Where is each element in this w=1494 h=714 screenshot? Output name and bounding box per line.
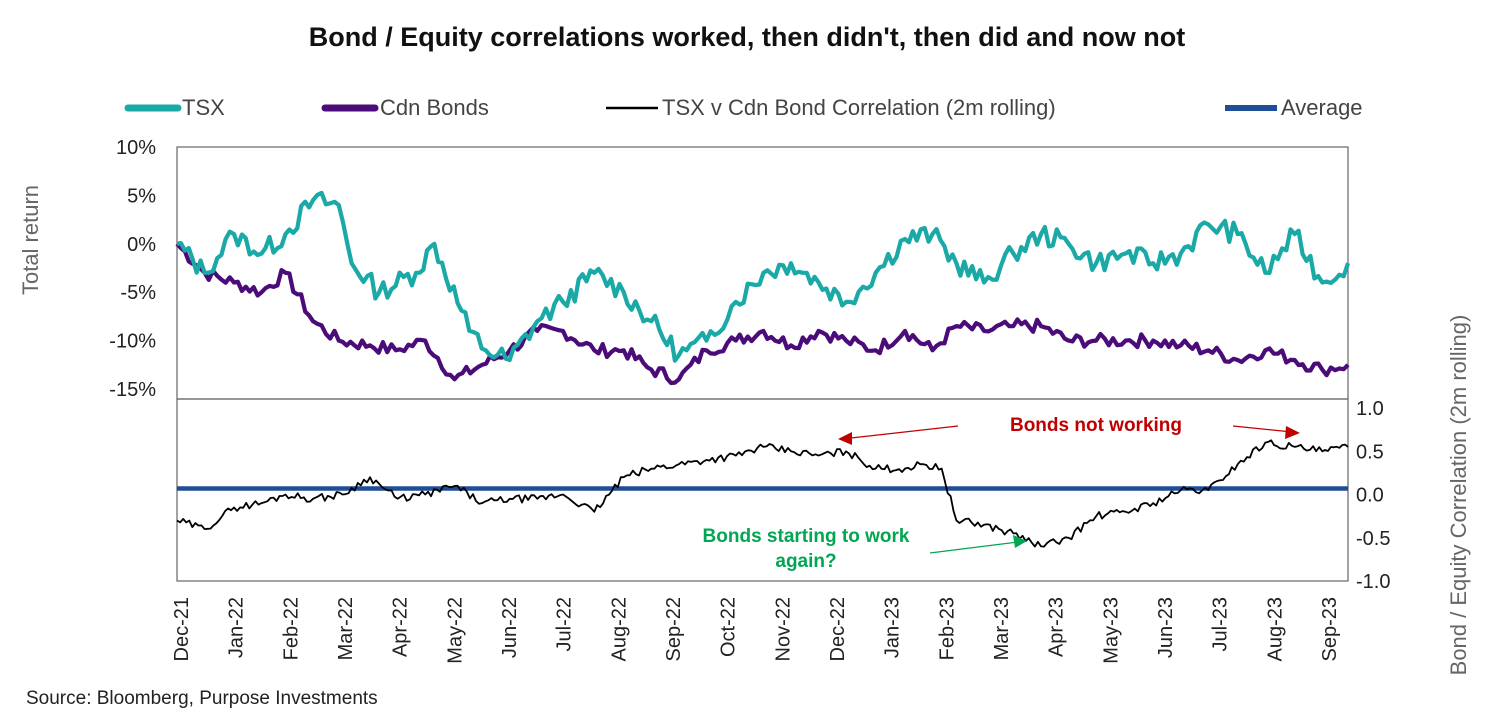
arrowhead-green: [1013, 535, 1027, 548]
chart-title: Bond / Equity correlations worked, then …: [308, 22, 1186, 52]
x-tick-label: Feb-22: [280, 597, 302, 660]
x-tick-label: Jun-22: [499, 597, 521, 658]
x-tick-label: Apr-22: [390, 597, 412, 657]
left-tick-label: -10%: [109, 331, 156, 353]
x-tick-label: Dec-21: [171, 597, 193, 661]
annotations: Bonds not working Bonds starting to work…: [703, 415, 1300, 572]
source-note: Source: Bloomberg, Purpose Investments: [26, 688, 378, 709]
series-cdn-bonds: [175, 242, 1350, 386]
left-axis-title: Total return: [18, 185, 43, 295]
series-tsx: [176, 190, 1350, 363]
x-tick-label: Nov-22: [772, 597, 794, 661]
legend: TSX Cdn Bonds TSX v Cdn Bond Correlation…: [124, 95, 1363, 120]
x-tick-label: Oct-22: [718, 597, 740, 657]
x-tick-label: Sep-22: [663, 597, 685, 662]
x-tick-label: Jul-22: [554, 597, 576, 651]
legend-label-corr: TSX v Cdn Bond Correlation (2m rolling): [662, 95, 1056, 120]
x-tick-label: Sep-23: [1319, 597, 1341, 662]
arrow-red-left: [841, 425, 959, 440]
left-tick-label: 10%: [116, 137, 156, 159]
left-tick-label: 5%: [127, 185, 156, 207]
x-tick-label: Jul-23: [1210, 597, 1232, 651]
right-tick-label: -0.5: [1356, 528, 1390, 550]
x-tick-label: Apr-23: [1046, 597, 1068, 657]
x-tick-label: Feb-23: [936, 597, 958, 660]
x-tick-labels: Dec-21 Jan-22 Feb-22 Mar-22 Apr-22 May-22 Jun-…: [171, 597, 1341, 664]
left-tick-label: 0%: [127, 234, 156, 256]
x-tick-label: May-22: [444, 597, 466, 664]
x-tick-label: Mar-23: [991, 597, 1013, 660]
series-layer: [175, 190, 1350, 548]
legend-label-tsx: TSX: [182, 95, 225, 120]
x-tick-label: Aug-23: [1264, 597, 1286, 662]
arrowhead-red-left: [838, 432, 852, 445]
right-tick-labels: 1.0 0.5 0.0 -0.5 -1.0: [1356, 398, 1390, 593]
series-correlation: [176, 439, 1349, 548]
legend-label-bonds: Cdn Bonds: [380, 95, 489, 120]
arrowhead-red-right: [1285, 426, 1300, 439]
legend-label-average: Average: [1281, 95, 1363, 120]
annotation-bonds-not-working: Bonds not working: [1010, 415, 1182, 436]
left-tick-label: -5%: [120, 282, 156, 304]
arrow-red-right: [1232, 425, 1293, 433]
right-tick-label: 1.0: [1356, 398, 1384, 420]
left-tick-label: -15%: [109, 379, 156, 401]
annotation-bonds-starting-to-work-line2: again?: [775, 551, 836, 572]
x-tick-label: Aug-22: [608, 597, 630, 662]
right-axis-title: Bond / Equity Correlation (2m rolling): [1446, 315, 1471, 676]
x-tick-label: May-23: [1100, 597, 1122, 664]
right-tick-label: 0.5: [1356, 441, 1384, 463]
right-tick-label: -1.0: [1356, 571, 1390, 593]
annotation-bonds-starting-to-work-line1: Bonds starting to work: [703, 526, 910, 547]
x-tick-label: Jun-23: [1155, 597, 1177, 658]
left-tick-labels: 10% 5% 0% -5% -10% -15%: [109, 137, 156, 401]
x-tick-label: Jan-22: [226, 597, 248, 658]
x-tick-label: Mar-22: [335, 597, 357, 660]
x-tick-label: Dec-22: [827, 597, 849, 661]
right-tick-label: 0.0: [1356, 485, 1384, 507]
arrow-green: [929, 541, 1019, 554]
x-tick-label: Jan-23: [882, 597, 904, 658]
